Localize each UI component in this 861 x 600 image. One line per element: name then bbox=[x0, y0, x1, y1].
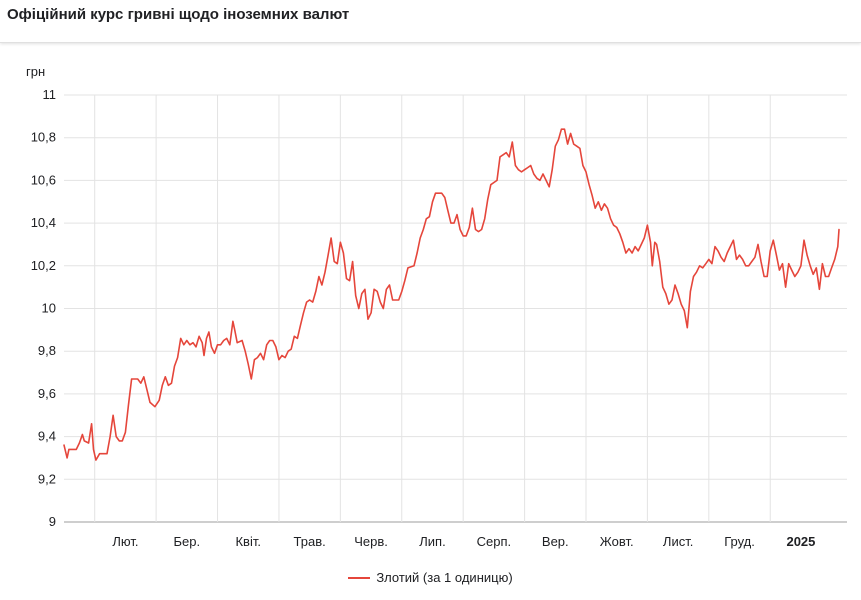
x-tick-label: Трав. bbox=[294, 534, 326, 549]
x-tick-label: 2025 bbox=[786, 534, 815, 549]
x-tick-label: Бер. bbox=[174, 534, 201, 549]
y-tick-label: 10,4 bbox=[31, 215, 56, 230]
y-tick-label: 9,4 bbox=[38, 429, 56, 444]
header-bar: Офіційний курс гривні щодо іноземних вал… bbox=[0, 0, 861, 43]
y-tick-label: 10,6 bbox=[31, 172, 56, 187]
chart-legend[interactable]: Злотий (за 1 одиницю) bbox=[0, 570, 861, 585]
y-tick-label: 10 bbox=[42, 301, 56, 316]
x-tick-label: Лист. bbox=[663, 534, 693, 549]
x-tick-label: Квіт. bbox=[235, 534, 261, 549]
series-group bbox=[63, 128, 840, 461]
y-tick-label: 9,2 bbox=[38, 471, 56, 486]
y-tick-label: 10,8 bbox=[31, 130, 56, 145]
x-axis-ticks: Лют. Бер. Квіт. Трав. Черв. Лип. Серп. Вер. Жовт… bbox=[112, 534, 815, 549]
x-tick-label: Черв. bbox=[354, 534, 388, 549]
y-axis-unit-label: грн bbox=[26, 64, 46, 79]
legend-swatch-zloty bbox=[348, 576, 371, 579]
x-tick-label: Жовт. bbox=[600, 534, 634, 549]
y-axis-ticks: 9 9,2 9,4 9,6 9,8 10 10,2 10,4 10,6 10,8 11 bbox=[31, 87, 56, 529]
y-tick-label: 9 bbox=[49, 514, 56, 529]
y-tick-label: 10,2 bbox=[31, 258, 56, 273]
y-tick-label: 11 bbox=[43, 87, 57, 102]
y-tick-label: 9,8 bbox=[38, 343, 56, 358]
chart-title: Офіційний курс гривні щодо іноземних вал… bbox=[7, 6, 350, 23]
series-line-zloty[interactable] bbox=[63, 128, 840, 461]
x-tick-label: Вер. bbox=[542, 534, 569, 549]
x-tick-label: Серп. bbox=[477, 534, 512, 549]
legend-label-zloty: Злотий (за 1 одиницю) bbox=[376, 570, 513, 585]
x-tick-label: Лип. bbox=[419, 534, 445, 549]
x-tick-label: Груд. bbox=[724, 534, 755, 549]
y-tick-label: 9,6 bbox=[38, 386, 56, 401]
chart-grid bbox=[64, 94, 847, 523]
x-tick-label: Лют. bbox=[112, 534, 138, 549]
